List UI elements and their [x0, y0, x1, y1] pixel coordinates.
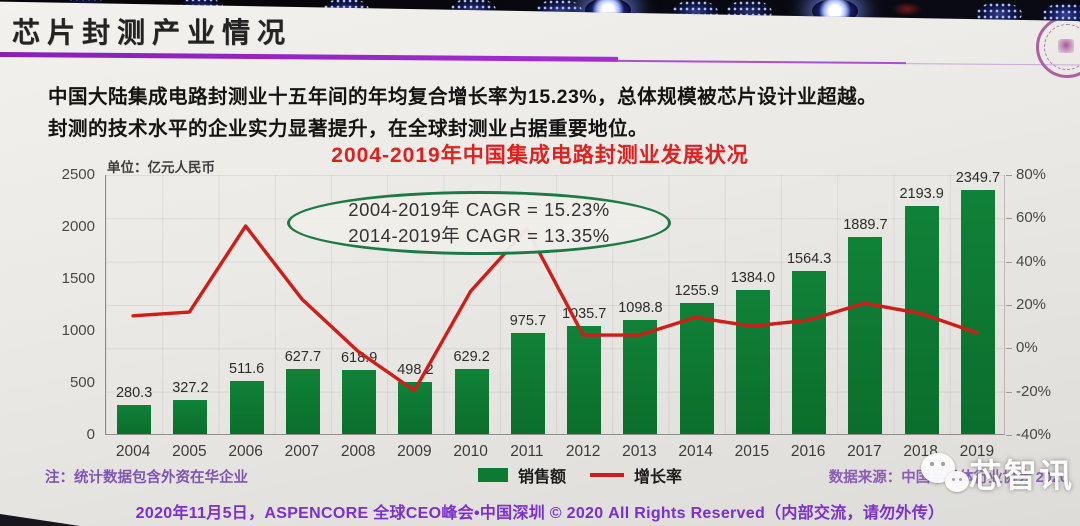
right-axis-tick-mark: [1006, 435, 1012, 436]
bar-value-label: 327.2: [172, 379, 209, 396]
wechat-icon: [919, 447, 969, 499]
sales-bar: [848, 237, 883, 434]
sales-bar: [229, 380, 264, 434]
stage-light-icon: [976, 2, 1022, 22]
bar-value-label: 1384.0: [730, 270, 776, 287]
sales-bar: [454, 368, 489, 434]
cagr-annotation: 2004-2019年 CAGR = 15.23% 2014-2019年 CAGR…: [287, 191, 671, 255]
x-axis-year-label: 2017: [847, 443, 882, 460]
intro-line-2: 封测的技术水平的企业实力显著提升，在全球封测业占据重要地位。: [48, 117, 649, 140]
right-axis-tick: -40%: [1016, 426, 1052, 443]
right-axis-tick: 60%: [1016, 209, 1047, 227]
x-axis-year-label: 2019: [959, 443, 995, 460]
right-axis-tick: 40%: [1016, 252, 1047, 270]
watermark: 芯智讯: [919, 447, 1074, 499]
bar-value-label: 1889.7: [843, 217, 888, 234]
stage-light-icon: [812, 0, 858, 22]
sales-bar: [904, 205, 939, 434]
wechat-bubble-small: [945, 471, 969, 492]
bar-value-label: 2349.7: [955, 169, 1001, 186]
left-axis-tick: 1500: [61, 270, 95, 287]
legend-label-sales: 销售额: [517, 469, 566, 486]
legend-label-growth: 增长率: [634, 469, 683, 486]
x-axis-year-label: 2008: [340, 443, 376, 460]
bar-value-label: 629.2: [453, 348, 490, 365]
left-axis-tick: 500: [69, 374, 95, 391]
sales-bar: [623, 319, 658, 434]
chart-legend: 销售额 增长率: [80, 463, 1080, 487]
right-axis-tick: -20%: [1016, 382, 1052, 400]
slide-footer: 2020年11月5日，ASPENCORE 全球CEO峰会•中国深圳 © 2020…: [135, 505, 945, 522]
stage-light-red-icon: [892, 2, 922, 16]
left-axis-tick: 2500: [61, 166, 95, 183]
left-axis-tick: 2000: [61, 218, 95, 235]
intro-paragraph: 中国大陆集成电路封测业十五年间的年均复合增长率为15.23%，总体规模被芯片设计…: [48, 82, 1058, 145]
right-axis-tick: 20%: [1016, 296, 1047, 313]
sales-bar: [792, 271, 827, 434]
x-axis-year-label: 2009: [397, 443, 432, 460]
watermark-text: 芯智讯: [969, 457, 1074, 494]
right-axis-tick-mark: [1006, 175, 1012, 176]
sales-bar: [960, 189, 995, 434]
cagr-line-2: 2014-2019年 CAGR = 13.35%: [348, 225, 610, 246]
x-axis-year-label: 2010: [453, 443, 488, 460]
right-axis-tick-mark: [1006, 348, 1012, 350]
slide-title: 芯片封测产业情况: [12, 16, 293, 49]
legend-line-swatch-icon: [590, 473, 624, 477]
cagr-line-1: 2004-2019年 CAGR = 15.23%: [348, 199, 610, 221]
sales-bar: [735, 290, 770, 434]
stage-light-icon: [1042, 3, 1080, 22]
x-axis-year-label: 2007: [284, 443, 320, 460]
sales-bar: [342, 369, 377, 434]
left-axis-tick: 1000: [61, 322, 95, 339]
right-axis-tick-mark: [1006, 305, 1012, 306]
x-axis-year-label: 2005: [172, 443, 207, 460]
wechat-bubble-large: [921, 453, 955, 483]
sales-bar: [567, 326, 602, 434]
bar-value-label: 280.3: [115, 384, 153, 401]
legend-bar-swatch-icon: [477, 468, 508, 482]
x-axis-year-label: 2004: [115, 443, 151, 460]
bar-value-label: 627.7: [284, 348, 322, 365]
right-axis-tick-mark: [1006, 391, 1012, 393]
x-axis-year-label: 2015: [734, 443, 770, 460]
sales-bar: [117, 404, 152, 434]
bar-value-label: 2193.9: [899, 185, 944, 202]
sales-bar: [679, 303, 714, 434]
x-axis-year-label: 2013: [622, 443, 657, 460]
x-axis-year-label: 2014: [678, 443, 713, 460]
right-axis-tick-mark: [1006, 218, 1012, 220]
bar-value-label: 618.9: [340, 349, 378, 366]
underline-thin-segment: [617, 59, 906, 65]
right-axis-tick: 80%: [1016, 166, 1047, 183]
bar-value-label: 1098.8: [618, 299, 663, 316]
bar-value-label: 1564.3: [786, 251, 832, 268]
sales-bar: [173, 399, 208, 434]
chart-title: 2004-2019年中国集成电路封测业发展状况: [331, 144, 749, 167]
intro-line-1: 中国大陆集成电路封测业十五年间的年均复合增长率为15.23%，总体规模被芯片设计…: [48, 86, 878, 108]
sales-bar: [510, 332, 545, 434]
underline-hairline-segment: [905, 63, 1080, 66]
bar-value-label: 1255.9: [674, 283, 719, 300]
sales-bar: [285, 368, 320, 434]
footnote: 注：统计数据包含外资在华企业: [45, 470, 248, 486]
x-axis-year-label: 2006: [228, 443, 263, 460]
x-axis-year-label: 2012: [565, 443, 601, 460]
x-axis-year-label: 2016: [790, 443, 826, 460]
right-axis-tick-mark: [1006, 261, 1012, 263]
bar-value-label: 975.7: [509, 312, 547, 329]
x-axis-year-label: 2011: [510, 443, 544, 460]
axis-unit-label: 单位：亿元人民币: [107, 160, 215, 175]
growth-rate-line: [131, 224, 979, 393]
bar-value-label: 511.6: [229, 360, 265, 377]
left-axis-tick: 0: [86, 426, 95, 443]
right-axis-tick: 0%: [1016, 339, 1038, 357]
